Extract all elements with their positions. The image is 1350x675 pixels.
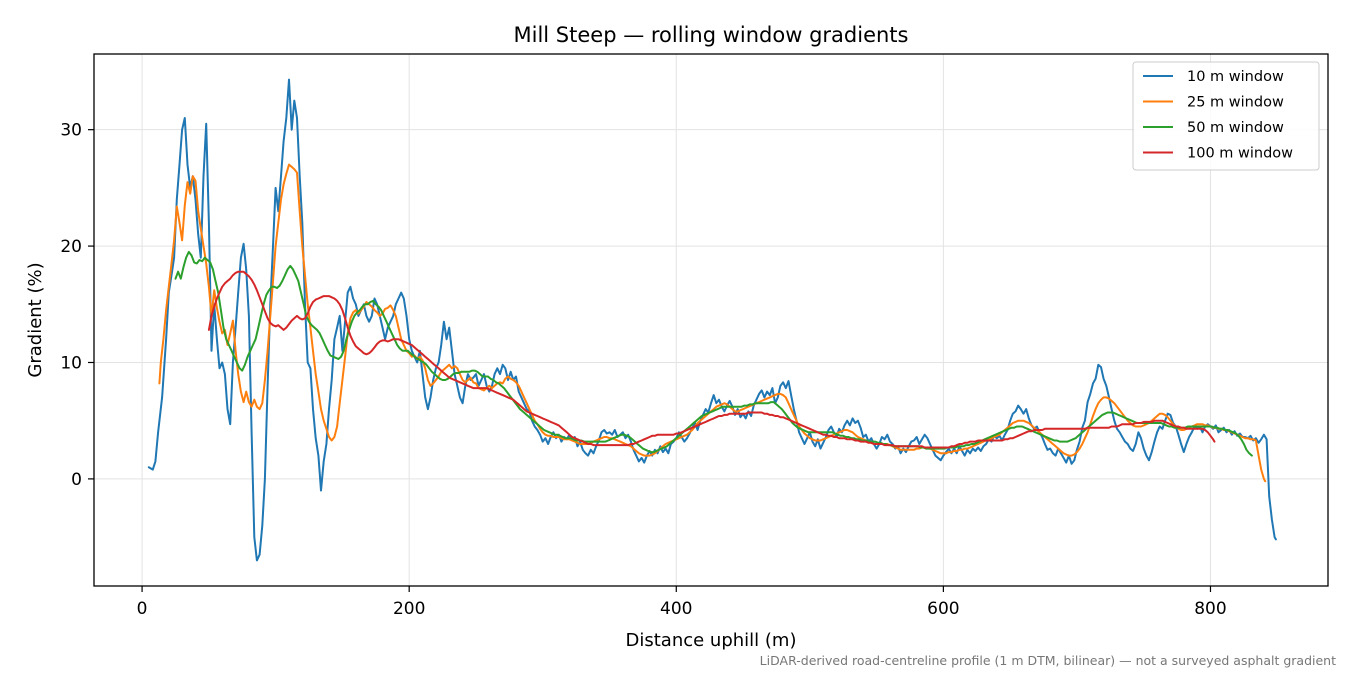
legend-label: 25 m window <box>1187 95 1284 111</box>
series-line-1 <box>147 78 1277 562</box>
y-tick-label: 10 <box>60 353 82 373</box>
series-line-4 <box>207 270 1216 449</box>
plot-area-frame <box>93 53 1329 587</box>
legend-label: 10 m window <box>1187 69 1284 85</box>
chart-title: Mill Steep — rolling window gradients <box>514 23 909 47</box>
legend: 10 m window 25 m window 50 m window 100 m w… <box>1132 61 1320 171</box>
source-note: LiDAR-derived road-centreline profile (1… <box>760 653 1336 668</box>
series-lines <box>147 78 1277 562</box>
legend-label: 100 m window <box>1187 146 1293 162</box>
grid <box>94 54 1328 586</box>
y-tick-label: 0 <box>71 470 82 490</box>
y-tick-label: 20 <box>60 237 82 257</box>
legend-frame <box>1132 61 1320 171</box>
series-line-3 <box>174 250 1253 457</box>
x-tick-label: 0 <box>137 599 148 619</box>
axis-ticks: 0 200 400 600 800 0 10 20 30 <box>60 121 1226 619</box>
y-axis-label: Gradient (%) <box>25 262 46 377</box>
x-tick-label: 400 <box>660 599 692 619</box>
x-tick-label: 200 <box>393 599 425 619</box>
x-axis-label: Distance uphill (m) <box>626 630 797 651</box>
y-tick-label: 30 <box>60 121 82 141</box>
x-tick-label: 600 <box>927 599 959 619</box>
series-line-2 <box>158 163 1267 483</box>
legend-label: 50 m window <box>1187 120 1284 136</box>
x-tick-label: 800 <box>1194 599 1226 619</box>
